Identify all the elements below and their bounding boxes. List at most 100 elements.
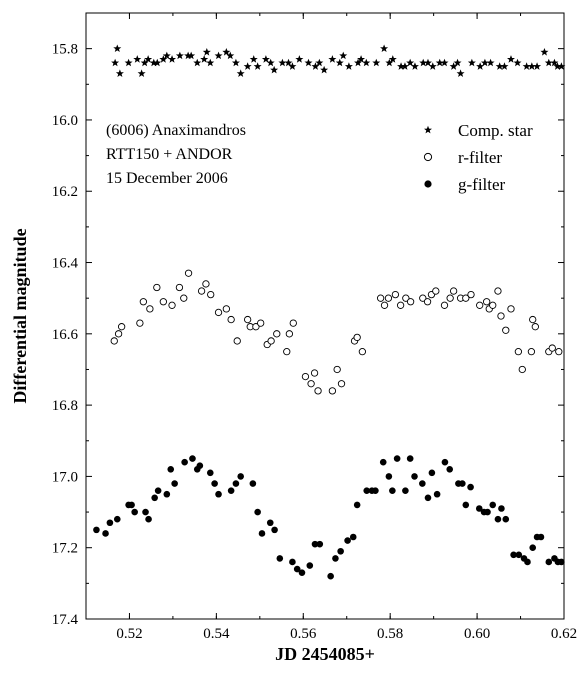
r-filter-point — [301, 372, 310, 381]
r-filter-point — [233, 337, 241, 345]
legend-label-g-filter: g-filter — [458, 175, 506, 194]
g-filter-point — [379, 458, 387, 466]
x-tick-label: 0.56 — [290, 626, 317, 642]
comp-star-point — [206, 58, 215, 67]
g-filter-point — [428, 469, 436, 477]
g-filter-point — [433, 490, 441, 498]
r-filter-point — [139, 298, 148, 306]
r-filter-point — [419, 294, 427, 302]
r-filter-point — [214, 308, 223, 317]
r-filter-point — [391, 290, 400, 299]
g-filter-point — [462, 501, 470, 509]
g-filter-point — [237, 473, 244, 480]
y-axis-title: Differential magnitude — [10, 228, 30, 403]
comp-star-point — [328, 55, 337, 63]
g-filter-point — [353, 501, 361, 509]
g-filter-point — [459, 480, 466, 487]
series-r-filter — [110, 269, 563, 395]
r-filter-point — [117, 323, 126, 331]
g-filter-point — [276, 555, 284, 562]
comp-star-point — [304, 58, 313, 67]
g-filter-point — [524, 558, 531, 566]
legend-label-r-filter: r-filter — [458, 148, 502, 167]
x-tick-label: 0.52 — [116, 626, 142, 642]
g-filter-point — [227, 487, 235, 494]
comp-star-point — [467, 58, 476, 67]
x-tick-label: 0.62 — [551, 626, 577, 642]
g-filter-point — [385, 473, 393, 480]
r-filter-point — [494, 287, 502, 295]
g-filter-point — [128, 501, 135, 509]
r-filter-point — [423, 298, 432, 306]
r-filter-point — [207, 290, 215, 299]
r-filter-point — [222, 305, 231, 313]
comp-star-point — [115, 69, 124, 77]
g-filter-point — [446, 465, 454, 473]
x-tick-label: 0.58 — [377, 626, 403, 642]
g-filter-point — [167, 465, 175, 473]
comp-star-point — [133, 55, 142, 63]
g-filter-point — [402, 487, 409, 494]
r-filter-point — [310, 369, 319, 377]
r-filter-point — [333, 365, 341, 374]
y-tick-label: 17.2 — [52, 541, 78, 557]
r-filter-point — [136, 319, 144, 327]
g-filter-point — [163, 490, 171, 498]
r-filter-point — [159, 298, 167, 306]
legend-open-circle-marker — [423, 152, 433, 162]
g-filter-point — [411, 473, 418, 480]
comp-star-point — [410, 62, 419, 70]
y-tick-label: 16.8 — [52, 398, 78, 414]
r-filter-point — [184, 269, 193, 277]
comp-star-point — [236, 69, 245, 77]
comp-star-point — [278, 58, 287, 67]
g-filter-point — [529, 544, 537, 552]
g-filter-point — [467, 483, 474, 491]
comp-star-point — [428, 62, 437, 70]
x-tick-label: 0.54 — [203, 626, 230, 642]
g-filter-point — [271, 526, 278, 534]
g-filter-point — [489, 501, 497, 509]
g-filter-point — [266, 519, 274, 527]
r-filter-point — [396, 301, 405, 309]
g-filter-point — [545, 558, 553, 566]
comp-star-point — [339, 51, 348, 60]
r-filter-point — [285, 330, 294, 338]
r-filter-point — [476, 301, 484, 309]
annotation-instrument: RTT150 + ANDOR — [106, 146, 233, 163]
g-filter-point — [498, 505, 505, 512]
g-filter-point — [441, 458, 449, 466]
comp-star-point — [380, 44, 389, 53]
r-filter-point — [440, 301, 449, 309]
r-filter-point — [462, 294, 470, 302]
comp-star-point — [362, 58, 371, 67]
g-filter-point — [293, 565, 301, 573]
r-filter-point — [406, 298, 415, 306]
x-axis: 0.52 0.54 0.56 0.58 0.60 0.62 — [85, 13, 577, 642]
y-tick-label: 17.0 — [52, 469, 78, 485]
comp-star-point — [270, 65, 279, 74]
annotation-object: (6006) Anaximandros — [106, 122, 246, 139]
g-filter-point — [196, 462, 204, 470]
r-filter-point — [529, 315, 537, 324]
r-filter-point — [110, 337, 118, 345]
comp-star-point — [486, 58, 495, 67]
comp-star-point — [243, 62, 252, 70]
g-filter-point — [484, 508, 491, 516]
g-filter-point — [475, 505, 483, 512]
r-filter-point — [376, 294, 385, 302]
r-filter-point — [202, 280, 210, 288]
g-filter-point — [311, 540, 319, 548]
g-filter-point — [232, 480, 240, 487]
comp-star-point — [168, 55, 177, 63]
r-filter-point — [358, 347, 367, 356]
g-filter-point — [327, 572, 334, 580]
y-tick-label: 16.0 — [52, 113, 78, 129]
g-filter-point — [258, 530, 266, 537]
g-filter-point — [515, 551, 523, 559]
r-filter-point — [114, 330, 123, 338]
r-filter-point — [175, 283, 184, 292]
g-filter-point — [494, 515, 502, 523]
y-tick-label: 16.6 — [52, 327, 79, 343]
